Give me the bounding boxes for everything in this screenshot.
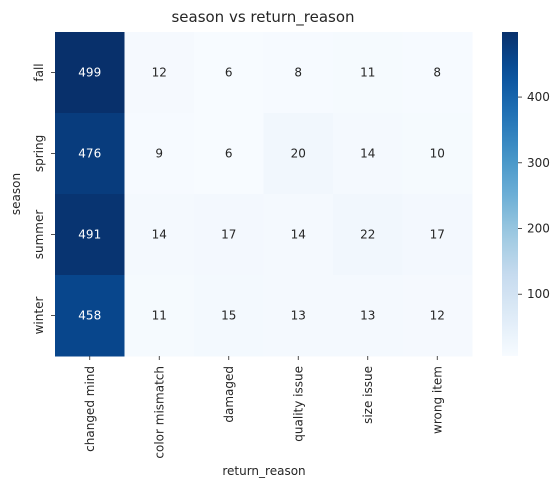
heatmap-cell — [194, 32, 264, 114]
heatmap-cell — [194, 113, 264, 195]
heatmap-cell — [402, 113, 473, 195]
cell-value-label: 10 — [430, 147, 445, 161]
cell-value-label: 13 — [291, 309, 306, 323]
heatmap-cell — [263, 113, 334, 195]
colorbar: 100 200 300 400 — [502, 32, 550, 356]
heatmap-cell — [194, 194, 264, 276]
heatmap-cell — [55, 275, 125, 357]
y-axis-ticks: fall spring summer winter — [32, 63, 55, 334]
x-tick-label: wrong item — [430, 366, 444, 434]
x-axis-ticks: changed mind color mismatch damaged quality… — [83, 356, 444, 459]
cell-value-label: 22 — [360, 228, 375, 242]
cell-value-label: 20 — [291, 147, 306, 161]
heatmap-cell — [124, 275, 195, 357]
cell-value-label: 11 — [360, 66, 375, 80]
cell-value-label: 17 — [221, 228, 236, 242]
heatmap-cell — [263, 275, 334, 357]
cell-value-label: 491 — [78, 228, 101, 242]
y-tick-label: spring — [32, 135, 46, 172]
cell-value-label: 15 — [221, 309, 236, 323]
y-axis-label: season — [9, 173, 23, 215]
heatmap-cell — [402, 275, 473, 357]
heatmap-cell — [333, 32, 403, 114]
y-tick-label: winter — [32, 297, 46, 335]
heatmap-cell — [402, 32, 473, 114]
chart-title: season vs return_reason — [171, 8, 354, 27]
x-axis-label: return_reason — [222, 464, 305, 478]
cell-value-label: 8 — [433, 66, 441, 80]
cell-value-label: 12 — [430, 309, 445, 323]
heatmap-cell — [124, 194, 195, 276]
heatmap-cell — [194, 275, 264, 357]
cell-value-label: 9 — [155, 147, 163, 161]
heatmap-cell — [333, 113, 403, 195]
heatmap-cell — [333, 275, 403, 357]
colorbar-gradient — [502, 32, 518, 356]
colorbar-ticks: 100 200 300 400 — [518, 90, 550, 301]
x-tick-label: quality issue — [291, 366, 305, 442]
cell-value-label: 6 — [225, 66, 233, 80]
colorbar-tick-label: 300 — [527, 156, 550, 170]
y-tick-label: fall — [32, 63, 46, 81]
x-tick-label: size issue — [361, 366, 375, 424]
x-tick-label: damaged — [222, 366, 236, 423]
x-tick-label: changed mind — [83, 366, 97, 452]
heatmap-cell — [402, 194, 473, 276]
heatmap-cell — [124, 113, 195, 195]
cell-value-label: 499 — [78, 66, 101, 80]
colorbar-tick-label: 200 — [527, 222, 550, 236]
heatmap-cell — [124, 32, 195, 114]
colorbar-tick-label: 400 — [527, 90, 550, 104]
cell-value-label: 11 — [152, 309, 167, 323]
cell-value-label: 12 — [152, 66, 167, 80]
heatmap-cell — [55, 32, 125, 114]
cell-value-label: 458 — [78, 309, 101, 323]
cell-value-label: 14 — [152, 228, 167, 242]
x-tick-label: color mismatch — [152, 366, 166, 459]
heatmap-cells: 499 12 6 8 11 8 476 9 6 20 14 10 491 14 17 14 22 17 458 11 1… — [55, 32, 473, 357]
y-tick-label: summer — [32, 210, 46, 260]
cell-value-label: 8 — [294, 66, 302, 80]
cell-value-label: 14 — [291, 228, 306, 242]
heatmap-cell — [333, 194, 403, 276]
heatmap-cell — [263, 194, 334, 276]
cell-value-label: 13 — [360, 309, 375, 323]
heatmap-cell — [55, 194, 125, 276]
cell-value-label: 17 — [430, 228, 445, 242]
heatmap-cell — [263, 32, 334, 114]
colorbar-tick-label: 100 — [527, 287, 550, 301]
cell-value-label: 476 — [78, 147, 101, 161]
cell-value-label: 6 — [225, 147, 233, 161]
heatmap-cell — [55, 113, 125, 195]
cell-value-label: 14 — [360, 147, 375, 161]
